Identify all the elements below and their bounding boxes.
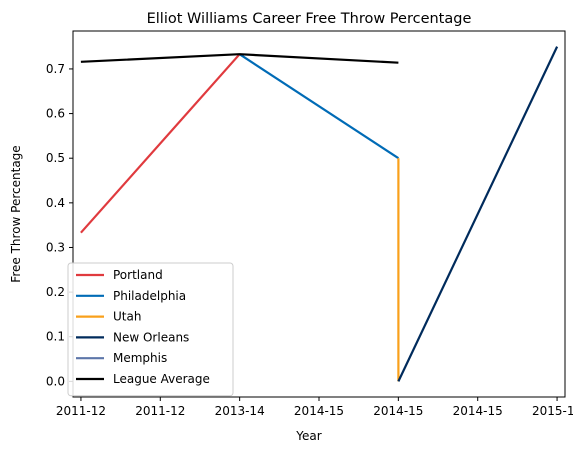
legend-label: Portland — [113, 268, 163, 282]
x-tick-label: 2011-12 — [135, 404, 185, 418]
chart-title: Elliot Williams Career Free Throw Percen… — [147, 11, 472, 27]
legend-label: Philadelphia — [113, 289, 186, 303]
y-tick-label: 0.3 — [46, 240, 65, 254]
x-tick-label: 2013-14 — [215, 404, 265, 418]
x-tick-label: 2014-15 — [294, 404, 344, 418]
x-axis: 2011-12 2011-12 2013-14 2014-15 2014-15 2014-… — [56, 397, 573, 418]
y-tick-label: 0.4 — [46, 196, 65, 210]
x-tick-label: 2014-15 — [453, 404, 503, 418]
series-line-5 — [80, 53, 399, 64]
x-tick-label: 2011-12 — [56, 404, 106, 418]
y-tick-label: 0.7 — [46, 62, 65, 76]
legend-label: New Orleans — [113, 330, 189, 344]
series-line-0 — [80, 53, 241, 234]
y-tick-label: 0.1 — [46, 330, 65, 344]
y-axis: 0.0 0.1 0.2 0.3 0.4 0.5 0.6 0.7 — [46, 62, 73, 388]
x-tick-label: 2014-15 — [373, 404, 423, 418]
x-tick-label: 2015-16 — [532, 404, 573, 418]
legend-label: Memphis — [113, 351, 167, 365]
y-axis-label: Free Throw Percentage — [9, 145, 23, 282]
legend-label: Utah — [113, 310, 141, 324]
legend: Portland Philadelphia Utah New Orleans Memph… — [67, 262, 234, 397]
y-tick-label: 0.6 — [46, 107, 65, 121]
series-line-3 — [397, 46, 559, 382]
legend-box — [67, 262, 234, 397]
y-tick-label: 0.5 — [46, 151, 65, 165]
plot-lines — [80, 46, 559, 382]
series-line-1 — [238, 53, 400, 160]
y-tick-label: 0.2 — [46, 285, 65, 299]
y-tick-label: 0.0 — [46, 374, 65, 388]
x-axis-label: Year — [295, 429, 321, 443]
legend-label: League Average — [113, 372, 210, 386]
